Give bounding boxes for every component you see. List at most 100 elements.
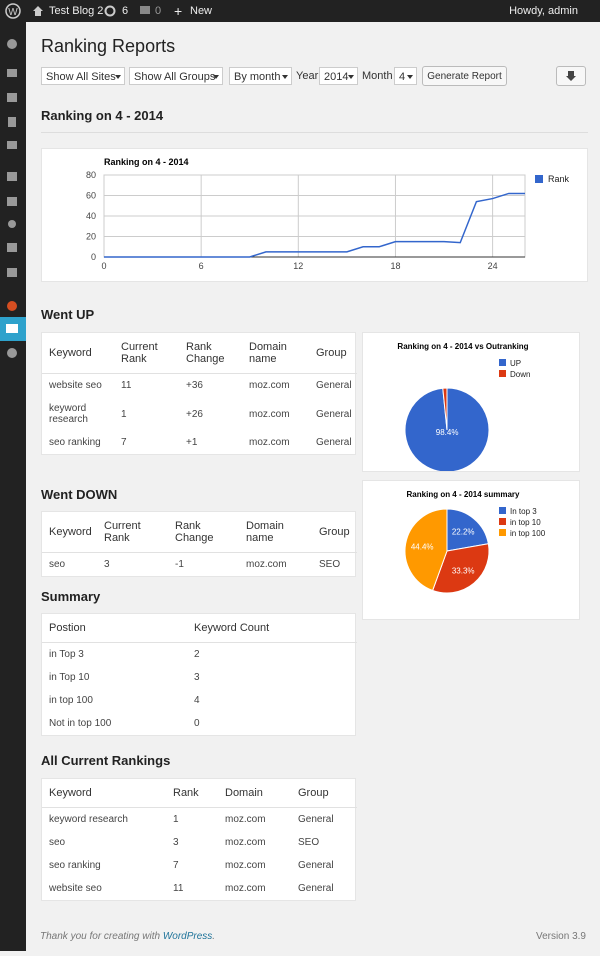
table-cell: +26 xyxy=(186,408,203,420)
legend-label: Rank xyxy=(548,174,570,184)
pie-slice xyxy=(431,543,490,594)
page-title: Ranking Reports xyxy=(41,36,176,56)
legend-swatch xyxy=(499,370,506,377)
legend-label: UP xyxy=(510,359,521,368)
pie-summary-card: Ranking on 4 - 2014 summary 22.2% In top 3… xyxy=(362,480,580,620)
column-header: Group xyxy=(312,512,357,553)
menu-icon[interactable] xyxy=(7,69,17,77)
menu-icon[interactable] xyxy=(8,220,16,228)
table-cell: moz.com xyxy=(225,860,266,871)
x-tick-label: 24 xyxy=(488,261,498,271)
svg-text:W: W xyxy=(8,7,18,18)
pie-chart: Ranking on 4 - 2014 summary 22.2% In top 3… xyxy=(404,490,546,594)
section-title: Ranking on 4 - 2014 xyxy=(41,108,164,123)
table-cell: 2 xyxy=(194,649,200,660)
column-header: Keyword xyxy=(42,512,97,553)
table-cell: General xyxy=(316,380,352,391)
table-row: seo 3 moz.com SEO xyxy=(42,831,357,854)
table-cell: in Top 10 xyxy=(49,672,90,683)
y-tick-label: 80 xyxy=(86,170,96,180)
table-row: seo ranking 7 moz.com General xyxy=(42,854,357,877)
menu-icons xyxy=(0,39,26,358)
wordpress-link[interactable]: WordPress xyxy=(162,931,213,942)
admin-menu xyxy=(0,22,26,951)
chart-title: Ranking on 4 - 2014 xyxy=(104,157,189,167)
menu-icon[interactable] xyxy=(7,39,17,49)
table-cell: 4 xyxy=(194,695,200,706)
table-cell: 7 xyxy=(173,860,179,871)
table: Keyword Rank Domain Group keyword research 1 m… xyxy=(42,779,357,900)
line-chart-card: Ranking on 4 - 2014 0 20 40 60 80 0 6 12 18 24 Rank xyxy=(41,148,588,282)
column-header: Postion xyxy=(42,614,187,643)
month-select[interactable]: 4 xyxy=(394,67,417,85)
column-header: Current Rank xyxy=(97,512,168,553)
table-cell: keyword research xyxy=(49,403,88,425)
period-select[interactable]: By month xyxy=(229,67,292,85)
pie-slice xyxy=(446,508,489,552)
column-header: Group xyxy=(291,779,357,808)
menu-icon[interactable] xyxy=(7,268,17,277)
table-cell: SEO xyxy=(298,837,320,848)
column-header: Keyword xyxy=(42,779,166,808)
table: Keyword Current Rank Rank Change Domain nam… xyxy=(42,333,357,454)
all-rankings-table: Keyword Rank Domain Group keyword research 1 m… xyxy=(41,778,357,901)
went-down-title: Went DOWN xyxy=(41,487,118,502)
group-select[interactable]: Show All Groups xyxy=(129,67,223,85)
x-tick-label: 0 xyxy=(101,261,106,271)
menu-icon[interactable] xyxy=(8,117,16,127)
site-link[interactable]: Test Blog 2 xyxy=(49,5,104,17)
legend-label: in top 10 xyxy=(510,518,541,527)
menu-icon[interactable] xyxy=(7,93,17,102)
greeting[interactable]: Howdy, admin xyxy=(509,5,578,17)
header-row: Postion Keyword Count xyxy=(42,614,357,643)
legend-swatch xyxy=(499,507,506,514)
legend-swatch xyxy=(535,175,543,183)
comments-count[interactable]: 0 xyxy=(155,5,162,17)
table-cell: 11 xyxy=(121,380,132,391)
table-cell: moz.com xyxy=(246,559,287,570)
table-cell: +36 xyxy=(186,380,203,391)
home-icon xyxy=(33,6,43,16)
summary-table: Postion Keyword Count in Top 3 2 in Top 10 3 i… xyxy=(41,613,357,736)
table-cell: General xyxy=(316,408,352,420)
column-header: Keyword xyxy=(42,333,114,374)
year-select[interactable]: 2014 xyxy=(319,67,358,85)
table-row: keyword research 1 moz.com General xyxy=(42,808,357,832)
header-row: Keyword Rank Domain Group xyxy=(42,779,357,808)
legend-label: In top 3 xyxy=(510,507,537,516)
menu-icon[interactable] xyxy=(7,141,17,149)
column-header: Domain xyxy=(218,779,291,808)
table-cell: -1 xyxy=(175,559,184,570)
table-cell: General xyxy=(316,437,352,448)
version: Version 3.9 xyxy=(535,931,586,942)
went-up-title: Went UP xyxy=(41,307,95,322)
slice-label: 33.3% xyxy=(452,566,475,575)
table-cell: General xyxy=(298,814,334,825)
went-down-table: Keyword Current Rank Rank Change Domain nam… xyxy=(41,511,357,577)
column-header: Current Rank xyxy=(114,333,179,374)
legend-label: Down xyxy=(510,370,530,379)
site-select[interactable]: Show All Sites xyxy=(41,67,125,85)
table-row: seo 3 -1 moz.com SEO xyxy=(42,553,357,577)
table-cell: in Top 3 xyxy=(49,649,84,660)
generate-button[interactable]: Generate Report xyxy=(422,66,507,86)
updates-count[interactable]: 6 xyxy=(122,5,129,17)
comments-icon xyxy=(140,6,150,14)
wp-logo[interactable]: W xyxy=(5,3,21,19)
pie-up-card: Ranking on 4 - 2014 vs Outranking 98.4% UP… xyxy=(362,332,580,473)
column-header: Keyword Count xyxy=(187,614,357,643)
header-row: Keyword Current Rank Rank Change Domain nam… xyxy=(42,512,357,553)
menu-icon[interactable] xyxy=(7,172,17,181)
menu-icon[interactable] xyxy=(7,197,17,206)
new-link[interactable]: New xyxy=(190,5,213,17)
table-cell: moz.com xyxy=(249,380,290,391)
table-cell: 3 xyxy=(173,837,179,848)
menu-icon[interactable] xyxy=(7,348,17,358)
menu-icon[interactable] xyxy=(7,301,17,311)
menu-icon[interactable] xyxy=(7,243,17,252)
y-tick-label: 40 xyxy=(86,211,96,221)
column-header: Domain name xyxy=(239,512,312,553)
table-row: Not in top 100 0 xyxy=(42,712,357,735)
download-button[interactable] xyxy=(556,66,586,86)
